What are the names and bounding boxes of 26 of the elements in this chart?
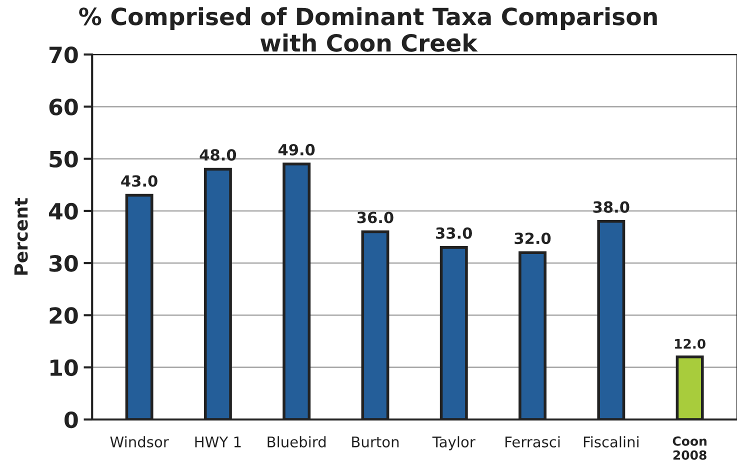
x-tick-label: Taylor xyxy=(432,436,476,450)
x-tick-label: Coon 2008 xyxy=(672,436,706,460)
data-label: 49.0 xyxy=(278,144,315,156)
y-tick-label: 50 xyxy=(50,150,78,168)
data-label: 36.0 xyxy=(357,212,394,224)
y-tick-label: 10 xyxy=(50,359,78,376)
x-tick-label: Windsor xyxy=(110,436,169,448)
chart-title: % Comprised of Dominant Taxa Comparison with Coon Creek xyxy=(79,7,657,52)
data-label: 43.0 xyxy=(121,175,158,187)
data-label: 38.0 xyxy=(593,201,630,213)
data-label: 32.0 xyxy=(514,232,551,244)
x-tick-label: Burton xyxy=(352,436,399,448)
data-label: 12.0 xyxy=(675,338,706,349)
y-tick-label: 20 xyxy=(50,307,78,324)
x-tick-label: Ferrasci xyxy=(506,436,560,448)
y-tick-label: 40 xyxy=(49,202,78,220)
data-label: 48.0 xyxy=(200,149,236,161)
x-tick-label: HWY 1 xyxy=(195,436,241,448)
x-tick-label: Fiscalini xyxy=(584,436,638,448)
data-label: 33.0 xyxy=(436,227,472,239)
y-tick-label: 60 xyxy=(49,98,78,116)
y-tick-label: 70 xyxy=(49,46,78,64)
y-tick-label: 0 xyxy=(64,411,78,428)
y-axis-title: Percent xyxy=(14,198,28,275)
x-tick-label: Bluebird xyxy=(268,436,326,448)
y-tick-label: 30 xyxy=(49,255,78,272)
